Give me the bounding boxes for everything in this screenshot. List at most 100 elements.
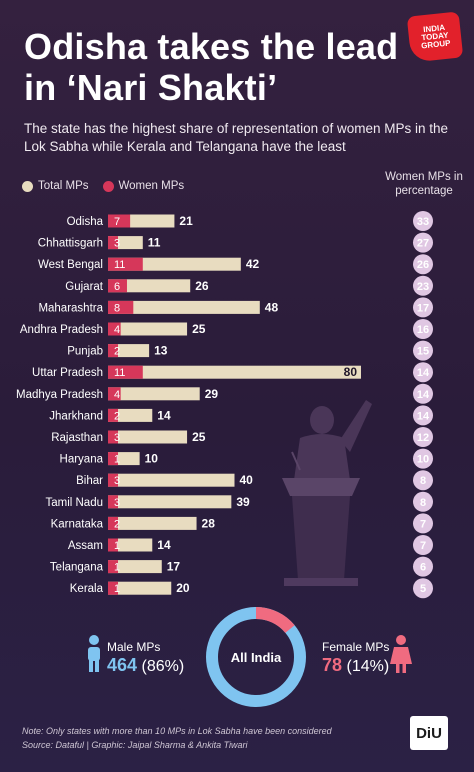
state-label: West Bengal — [38, 259, 103, 271]
total-value-label: 80 — [344, 365, 358, 379]
total-value-label: 20 — [176, 581, 190, 595]
state-label: Haryana — [60, 454, 104, 466]
women-value-label: 2 — [114, 518, 120, 530]
women-value-label: 11 — [114, 367, 125, 379]
women-bar — [108, 560, 118, 574]
total-bar — [108, 581, 172, 595]
state-label: Gujarat — [65, 281, 104, 293]
female-mps-value: 78 (14%) — [322, 655, 389, 676]
total-value-label: 14 — [157, 538, 171, 552]
total-value-label: 48 — [265, 300, 279, 314]
percentage-value: 8 — [420, 475, 426, 487]
women-value-label: 4 — [114, 324, 120, 336]
percentage-circle — [413, 340, 433, 361]
percentage-value: 15 — [417, 346, 429, 358]
percentage-circle — [413, 427, 433, 447]
all-india-label: All India — [230, 650, 282, 665]
women-value-label: 2 — [114, 346, 120, 358]
percentage-circle — [413, 319, 433, 339]
percentage-value: 23 — [417, 281, 429, 293]
percentage-circle — [413, 513, 433, 534]
women-value-label: 3 — [114, 238, 120, 250]
male-mps-percent: (86%) — [141, 658, 185, 675]
total-bar — [108, 495, 232, 509]
percentage-circle — [413, 232, 433, 253]
women-bar — [108, 365, 143, 379]
women-bar — [108, 214, 131, 228]
total-value-label: 25 — [192, 430, 206, 444]
percentage-value: 14 — [417, 367, 430, 379]
women-bar — [108, 538, 118, 552]
women-value-label: 1 — [114, 454, 120, 466]
percentage-circle — [413, 535, 433, 555]
legend-total: Total MPs — [22, 180, 89, 192]
male-mps-count: 464 — [107, 655, 138, 675]
source-credit: Source: Dataful | Graphic: Jaipal Sharma… — [22, 740, 248, 750]
footnote: Note: Only states with more than 10 MPs … — [22, 726, 332, 736]
female-mps-count: 78 — [322, 655, 343, 675]
percentage-value: 27 — [417, 238, 429, 250]
percentage-circle — [413, 362, 433, 383]
total-value-label: 10 — [145, 452, 159, 466]
percentage-circle — [413, 211, 433, 231]
chart-title: Odisha takes the lead in ‘Nari Shakti’ — [24, 26, 399, 108]
total-value-label: 42 — [246, 257, 260, 271]
women-bar — [108, 344, 118, 358]
total-value-label: 40 — [240, 473, 254, 487]
state-label: Bihar — [76, 475, 103, 487]
women-bar — [108, 408, 118, 422]
donut-female-segment — [206, 607, 306, 707]
total-value-label: 13 — [154, 344, 168, 358]
total-bar — [108, 387, 200, 401]
legend: Total MPs Women MPs — [22, 180, 198, 192]
state-label: Madhya Pradesh — [16, 389, 103, 401]
women-value-label: 1 — [114, 540, 120, 552]
percentage-circle — [413, 383, 433, 404]
legend-women-swatch — [102, 180, 114, 192]
total-bar — [108, 365, 361, 379]
female-mps-label: Female MPs — [322, 640, 390, 654]
state-label: Karnataka — [51, 518, 104, 530]
women-bar — [108, 257, 143, 271]
male-mps-value: 464 (86%) — [107, 655, 184, 676]
women-value-label: 8 — [114, 302, 120, 314]
chart-subtitle: The state has the highest share of repre… — [24, 121, 448, 154]
state-label: Kerala — [70, 583, 104, 595]
state-label: Chhattisgarh — [38, 238, 103, 250]
state-label: Punjab — [67, 346, 103, 358]
total-value-label: 29 — [205, 387, 219, 401]
total-value-label: 26 — [195, 279, 209, 293]
total-bar — [108, 300, 260, 314]
percentage-value: 7 — [420, 540, 426, 552]
total-value-label: 11 — [148, 236, 161, 250]
women-bar — [108, 516, 118, 530]
total-value-label: 25 — [192, 322, 206, 336]
state-label: Rajasthan — [51, 432, 103, 444]
women-bar — [108, 236, 118, 250]
state-label: Maharashtra — [38, 302, 103, 314]
percentage-value: 8 — [420, 497, 426, 509]
percentage-value: 14 — [417, 410, 430, 422]
total-bar — [108, 344, 150, 358]
women-value-label: 3 — [114, 497, 120, 509]
percentage-value: 17 — [417, 302, 429, 314]
women-bar — [108, 430, 118, 444]
state-label: Andhra Pradesh — [20, 324, 103, 336]
percentage-value: 33 — [417, 216, 429, 228]
male-mps-label: Male MPs — [107, 640, 161, 654]
percentage-value: 10 — [417, 454, 429, 466]
total-bar — [108, 516, 197, 530]
percentage-circle — [413, 297, 433, 318]
total-bar — [108, 430, 188, 444]
women-bar — [108, 279, 127, 293]
total-value-label: 14 — [157, 408, 171, 422]
percentage-circle — [413, 578, 433, 599]
total-value-label: 39 — [236, 495, 250, 509]
total-bar — [108, 322, 188, 336]
percentage-column-header: Women MPs in percentage — [385, 171, 463, 197]
percentage-value: 7 — [420, 518, 426, 530]
total-bar — [108, 473, 235, 487]
women-value-label: 11 — [114, 259, 125, 271]
women-value-label: 7 — [114, 216, 120, 228]
